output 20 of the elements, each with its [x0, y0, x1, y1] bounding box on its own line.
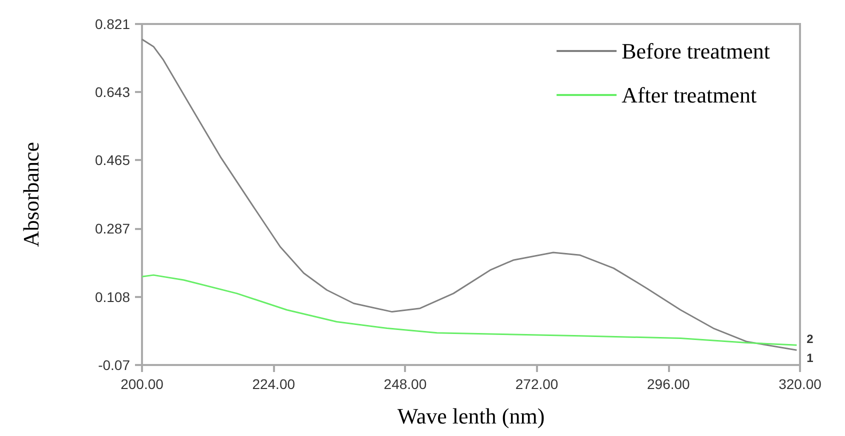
x-tick-label: 296.00 [646, 376, 690, 392]
y-tick-label: 0.287 [94, 220, 130, 236]
x-tick-label: 320.00 [778, 376, 822, 392]
legend-label: Before treatment [622, 38, 770, 64]
line-series [141, 38, 798, 351]
x-tick-label: 248.00 [384, 376, 427, 392]
y-tick-label: 0.108 [94, 288, 130, 305]
x-axis-title: Wave lenth (nm) [397, 404, 545, 428]
y-tick-label: 0.465 [94, 152, 130, 168]
y-tick-label: 0.643 [94, 84, 130, 100]
x-tick-label: 200.00 [120, 376, 164, 392]
x-tick-label: 272.00 [515, 376, 558, 392]
y-axis-title: Absorbance [18, 142, 44, 248]
legend-label: After treatment [622, 82, 757, 108]
line-series [141, 274, 798, 346]
x-tick-label: 224.00 [252, 376, 296, 392]
annotation: 1 [806, 351, 814, 366]
y-tick-label: -0.07 [98, 357, 130, 373]
y-tick-label: 0.821 [94, 16, 130, 32]
annotation: 2 [806, 332, 814, 346]
